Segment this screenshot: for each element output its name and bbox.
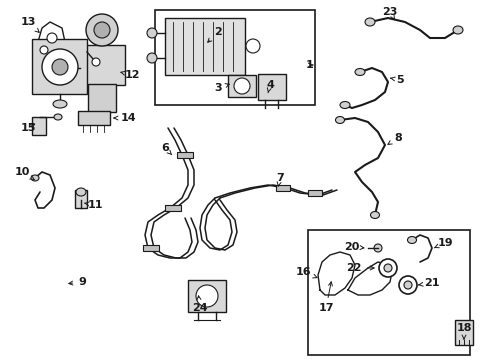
Circle shape <box>196 285 218 307</box>
Bar <box>308 190 322 196</box>
Bar <box>258 74 286 100</box>
Text: 1: 1 <box>306 60 314 70</box>
Bar <box>155 10 315 105</box>
Ellipse shape <box>355 68 365 76</box>
Ellipse shape <box>370 211 379 219</box>
Circle shape <box>379 259 397 277</box>
Text: 14: 14 <box>114 113 136 123</box>
Bar <box>88 84 116 112</box>
Text: 17: 17 <box>318 282 334 313</box>
Text: 24: 24 <box>192 296 208 313</box>
Circle shape <box>246 39 260 53</box>
Bar <box>80 45 125 85</box>
Bar <box>308 230 470 355</box>
Bar <box>165 205 181 211</box>
Circle shape <box>147 28 157 38</box>
Ellipse shape <box>53 100 67 108</box>
Circle shape <box>40 46 48 54</box>
Bar <box>165 18 245 75</box>
Text: 13: 13 <box>20 17 39 32</box>
Ellipse shape <box>453 26 463 34</box>
Text: 20: 20 <box>344 242 364 252</box>
Ellipse shape <box>31 175 39 181</box>
Text: 23: 23 <box>382 7 398 20</box>
Circle shape <box>384 264 392 272</box>
Ellipse shape <box>63 65 71 71</box>
Circle shape <box>86 14 118 46</box>
Circle shape <box>94 22 110 38</box>
Circle shape <box>399 276 417 294</box>
Text: 16: 16 <box>295 267 317 278</box>
Circle shape <box>374 244 382 252</box>
Text: 12: 12 <box>121 70 140 80</box>
Bar <box>143 245 159 251</box>
Circle shape <box>147 53 157 63</box>
Text: 3: 3 <box>214 83 229 93</box>
Text: 7: 7 <box>276 173 284 186</box>
Circle shape <box>92 58 100 66</box>
Circle shape <box>47 33 57 43</box>
Text: 2: 2 <box>208 27 222 42</box>
Text: 22: 22 <box>346 263 374 273</box>
Circle shape <box>404 281 412 289</box>
Circle shape <box>42 49 78 85</box>
Ellipse shape <box>340 102 350 108</box>
Bar <box>32 117 46 135</box>
Bar <box>177 152 193 158</box>
Text: 5: 5 <box>391 75 404 85</box>
Ellipse shape <box>76 188 86 196</box>
Text: 8: 8 <box>388 133 402 144</box>
Text: 18: 18 <box>456 323 472 339</box>
Bar <box>188 280 226 312</box>
Circle shape <box>234 78 250 94</box>
Ellipse shape <box>408 237 416 243</box>
Bar <box>78 111 110 125</box>
Bar <box>228 75 256 97</box>
Text: 21: 21 <box>418 278 440 288</box>
Ellipse shape <box>336 117 344 123</box>
Ellipse shape <box>54 114 62 120</box>
Bar <box>32 39 87 94</box>
Bar <box>276 185 290 191</box>
Text: 9: 9 <box>69 277 86 287</box>
Text: 15: 15 <box>20 123 36 133</box>
Ellipse shape <box>365 18 375 26</box>
Text: 4: 4 <box>266 80 274 93</box>
Circle shape <box>52 59 68 75</box>
Bar <box>75 190 87 208</box>
Text: 19: 19 <box>434 238 453 248</box>
Text: 6: 6 <box>161 143 172 155</box>
Text: 10: 10 <box>14 167 35 180</box>
Text: 11: 11 <box>84 200 103 210</box>
Bar <box>455 320 473 345</box>
